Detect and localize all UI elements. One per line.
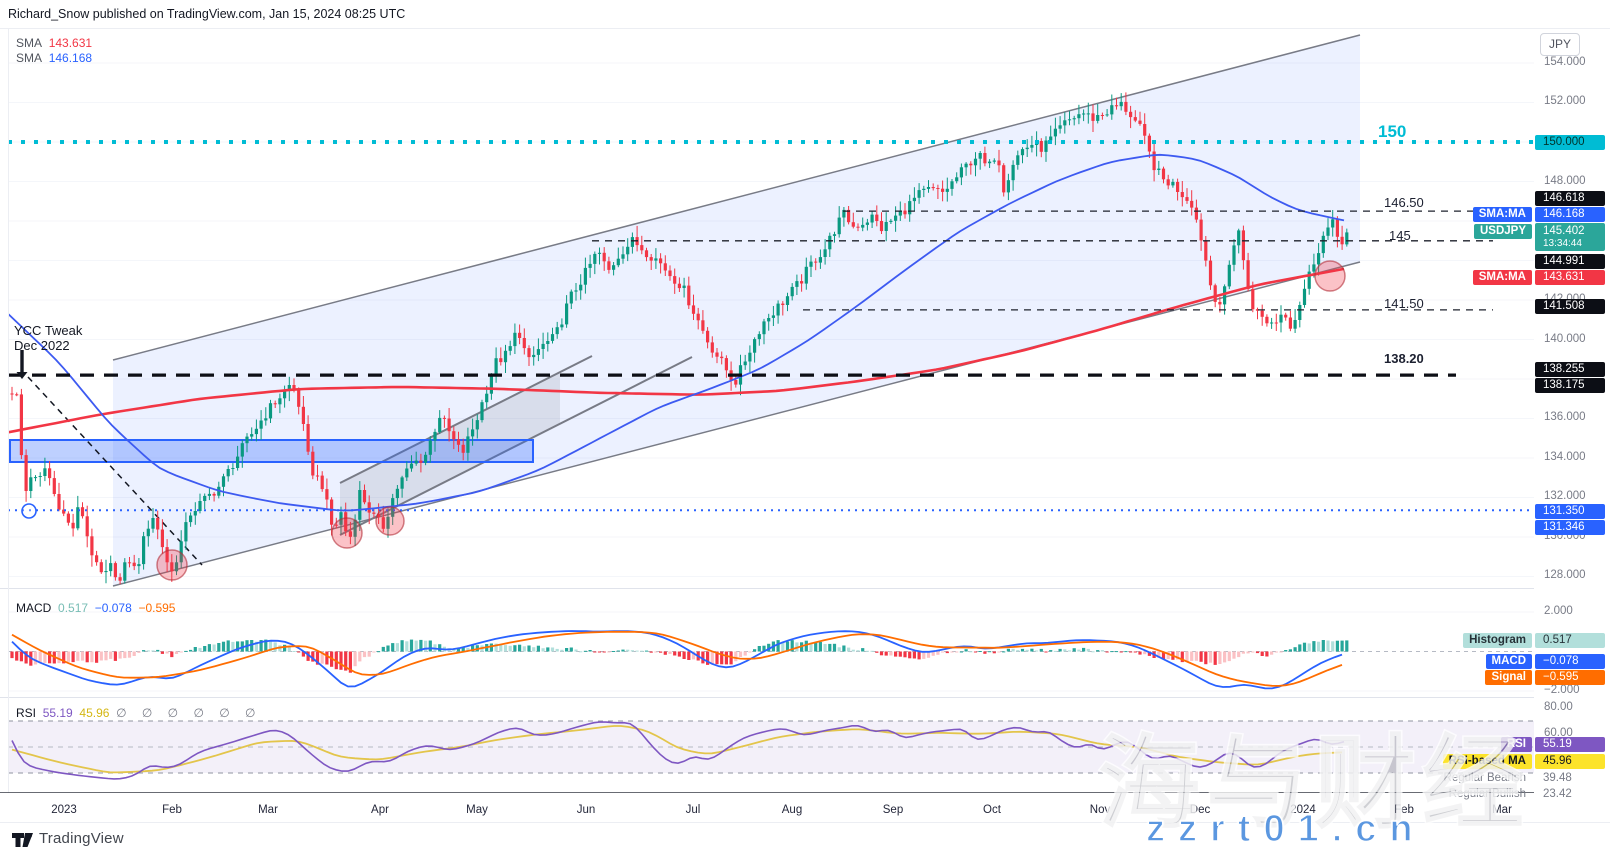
price-scale-value-label: 0.517 xyxy=(1535,632,1605,648)
price-scale-tick: 152.000 xyxy=(1544,95,1586,107)
ycc-annotation: YCC Tweak Dec 2022 xyxy=(14,323,82,353)
time-axis-label: Mar xyxy=(1492,804,1512,816)
time-axis-label: Feb xyxy=(162,804,182,816)
sma-fast-value: 146.168 xyxy=(48,51,93,65)
time-axis-label: Jul xyxy=(685,804,701,816)
last-price-label: 145.402 13:34:44 xyxy=(1535,223,1605,251)
price-scale-value-label: 146.618 xyxy=(1535,190,1605,206)
time-axis-label: Sep xyxy=(882,804,904,816)
macd-hist-value: 0.517 xyxy=(58,601,89,615)
watermark-cjk: 海与财经 xyxy=(1097,724,1530,846)
watermark-url: zzrt01.cn xyxy=(1145,807,1426,851)
price-scale-value-label: 138.255 xyxy=(1535,361,1605,377)
time-axis-label: Apr xyxy=(371,804,389,816)
price-level-label-150: 150 xyxy=(1378,122,1407,141)
rsi-legend: RSI 55.19 45.96 ∅ ∅ ∅ ∅ ∅ ∅ xyxy=(16,706,261,720)
price-level-label-141-50: 141.50 xyxy=(1384,296,1424,311)
series-name-badge: SMA:MA xyxy=(1472,269,1532,285)
time-axis-label: Oct xyxy=(983,804,1001,816)
time-axis[interactable]: 2023 Feb Mar Apr May Jun Jul Aug Sep Oct Nov Dec 202… xyxy=(0,793,1610,822)
price-scale-value-label: −0.078 xyxy=(1535,653,1605,669)
price-scale-value-label: 143.631 xyxy=(1535,269,1605,285)
time-axis-label: Dec xyxy=(1189,804,1211,816)
price-scale-value-label: 150.000 xyxy=(1535,134,1605,150)
sma-label: SMA xyxy=(16,36,43,50)
price-scale-value-label: −0.595 xyxy=(1535,669,1605,685)
price-scale-value-label: 146.168 xyxy=(1535,206,1605,222)
time-axis-label: 2024 xyxy=(1290,804,1316,816)
macd-indicator-label: MACD xyxy=(16,601,52,615)
rsi-divergence-markers: ∅ ∅ ∅ ∅ ∅ ∅ xyxy=(116,706,262,720)
series-name-badge: RSI xyxy=(1500,736,1532,752)
price-scale-value-label: 23.42 xyxy=(1543,787,1572,800)
rsi-ma-value: 45.96 xyxy=(79,706,110,720)
sma-slow-legend: SMA 143.631 xyxy=(16,36,92,50)
ycc-annotation-line2: Dec 2022 xyxy=(14,338,70,353)
macd-legend: MACD 0.517 −0.078 −0.595 xyxy=(16,601,175,615)
price-scale-tick: 132.000 xyxy=(1544,490,1586,502)
time-axis-label: Nov xyxy=(1089,804,1111,816)
price-scale-tick: 80.00 xyxy=(1544,701,1573,713)
price-scale-tick: 2.000 xyxy=(1544,605,1573,617)
tradingview-logo-text: TradingView xyxy=(39,830,124,847)
tradingview-logo-icon xyxy=(12,833,33,847)
series-name-badge: SMA:MA xyxy=(1472,206,1532,222)
sma-slow-value: 143.631 xyxy=(48,36,93,50)
time-axis-label: May xyxy=(466,804,488,816)
price-scale-value-label: 141.508 xyxy=(1535,298,1605,314)
price-scale-tick: 140.000 xyxy=(1544,333,1586,345)
price-level-label-138-20: 138.20 xyxy=(1384,351,1424,366)
price-scale-tick: −2.000 xyxy=(1544,684,1580,696)
series-name-badge: USDJPY xyxy=(1473,223,1532,239)
price-scale-value-label: 131.350 xyxy=(1535,503,1605,519)
rsi-value: 55.19 xyxy=(42,706,73,720)
price-scale-value-label: 131.346 xyxy=(1535,519,1605,535)
macd-signal-value: −0.595 xyxy=(138,601,176,615)
sma-label: SMA xyxy=(16,51,43,65)
ycc-annotation-line1: YCC Tweak xyxy=(14,323,83,338)
rsi-indicator-label: RSI xyxy=(16,706,37,720)
price-scale-tick: 134.000 xyxy=(1544,451,1586,463)
price-level-label-146-50: 146.50 xyxy=(1384,195,1424,210)
price-level-label-145: 145 xyxy=(1389,228,1411,243)
sma-fast-legend: SMA 146.168 xyxy=(16,51,92,65)
time-axis-label: Mar xyxy=(258,804,278,816)
time-axis-label: Feb xyxy=(1394,804,1414,816)
price-scale-tick: 154.000 xyxy=(1544,56,1586,68)
time-axis-label: 2023 xyxy=(51,804,77,816)
series-name-badge: RSI-based MA xyxy=(1442,753,1532,769)
price-scale-value-label: 138.175 xyxy=(1535,377,1605,393)
currency-toggle-button[interactable]: JPY xyxy=(1540,33,1580,56)
price-scale-value-label: 39.48 xyxy=(1543,771,1572,784)
price-scale-tick: 60.00 xyxy=(1544,727,1573,739)
price-scale-tick: 128.000 xyxy=(1544,569,1586,581)
series-name-badge: Histogram xyxy=(1463,632,1532,648)
price-scale-tick: 136.000 xyxy=(1544,411,1586,423)
series-name-badge: Signal xyxy=(1485,669,1532,685)
tradingview-logo[interactable]: TradingView xyxy=(12,829,124,848)
publish-title: Richard_Snow published on TradingView.co… xyxy=(8,7,406,21)
series-name-badge: Regular Bullish xyxy=(1448,787,1526,800)
publish-header: Richard_Snow published on TradingView.co… xyxy=(0,0,1610,29)
price-scale-value-label: 45.96 xyxy=(1535,753,1605,769)
series-name-badge: MACD xyxy=(1485,653,1532,669)
time-axis-label: Aug xyxy=(781,804,803,816)
price-scale-tick: 148.000 xyxy=(1544,175,1586,187)
price-scale[interactable]: JPY 154.000152.000148.000142.000140.0001… xyxy=(1534,28,1610,800)
series-name-badge: Regular Bearish xyxy=(1443,771,1526,784)
macd-line-value: −0.078 xyxy=(94,601,132,615)
time-axis-label: Jun xyxy=(576,804,596,816)
price-scale-value-label: 144.991 xyxy=(1535,253,1605,269)
price-scale-value-label: 55.19 xyxy=(1535,736,1605,752)
